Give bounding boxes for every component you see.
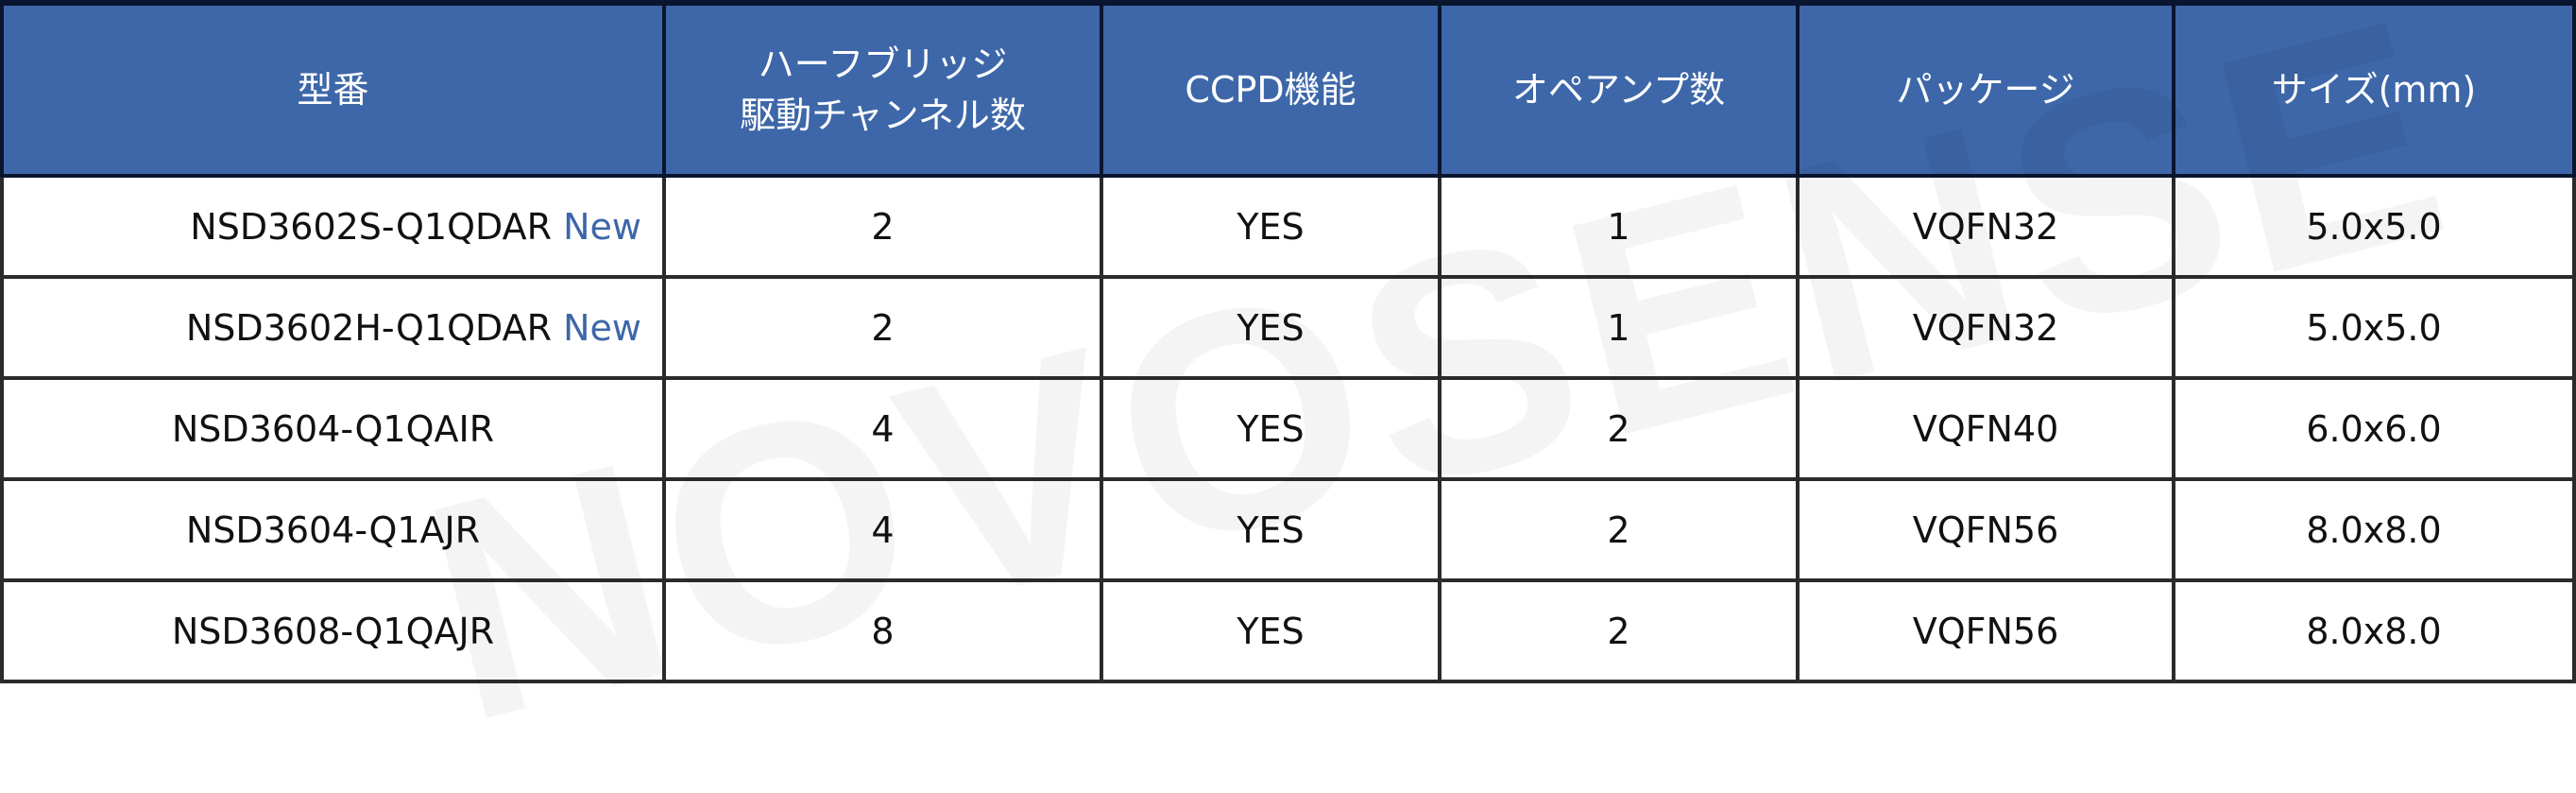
product-table: 型番 ハーフブリッジ 駆動チャンネル数 CCPD機能 オペアンプ数 パッケージ サ…: [0, 1, 2576, 683]
header-size: サイズ(mm): [2172, 1, 2576, 178]
header-package: パッケージ: [1796, 1, 2175, 178]
model-name: NSD3604-Q1QAIR: [171, 407, 495, 450]
cell-model: NSD3604-Q1QAIR: [0, 376, 666, 481]
cell-package: VQFN32: [1796, 174, 2175, 279]
table-row: NSD3602H-Q1QDAR New 2 YES 1 VQFN32 5.0x5.0: [0, 275, 2576, 380]
cell-ccpd: YES: [1100, 275, 1442, 380]
cell-opamps: 2: [1438, 376, 1800, 481]
cell-model: NSD3604-Q1AJR: [0, 477, 666, 582]
cell-ccpd: YES: [1100, 174, 1442, 279]
cell-size: 5.0x5.0: [2172, 275, 2576, 380]
cell-model: NSD3602H-Q1QDAR New: [0, 275, 666, 380]
cell-channels: 2: [662, 174, 1103, 279]
header-channels: ハーフブリッジ 駆動チャンネル数: [662, 1, 1103, 178]
table-row: NSD3608-Q1QAJR 8 YES 2 VQFN56 8.0x8.0: [0, 578, 2576, 683]
cell-opamps: 1: [1438, 174, 1800, 279]
header-channels-line2: 駆動チャンネル数: [740, 95, 1026, 136]
cell-ccpd: YES: [1100, 578, 1442, 683]
model-name: NSD3608-Q1QAJR: [171, 610, 495, 652]
table-row: NSD3604-Q1QAIR 4 YES 2 VQFN40 6.0x6.0: [0, 376, 2576, 481]
cell-channels: 4: [662, 376, 1103, 481]
cell-size: 5.0x5.0: [2172, 174, 2576, 279]
cell-package: VQFN56: [1796, 477, 2175, 582]
cell-opamps: 2: [1438, 477, 1800, 582]
cell-size: 8.0x8.0: [2172, 578, 2576, 683]
model-name: NSD3602H-Q1QDAR: [185, 306, 553, 349]
cell-model: NSD3602S-Q1QDAR New: [0, 174, 666, 279]
cell-package: VQFN56: [1796, 578, 2175, 683]
new-badge: New: [563, 306, 641, 349]
new-badge: New: [563, 205, 641, 248]
cell-package: VQFN40: [1796, 376, 2175, 481]
header-opamps: オペアンプ数: [1438, 1, 1800, 178]
cell-size: 6.0x6.0: [2172, 376, 2576, 481]
cell-package: VQFN32: [1796, 275, 2175, 380]
cell-opamps: 2: [1438, 578, 1800, 683]
header-row: 型番 ハーフブリッジ 駆動チャンネル数 CCPD機能 オペアンプ数 パッケージ サ…: [0, 1, 2576, 178]
cell-ccpd: YES: [1100, 376, 1442, 481]
cell-channels: 2: [662, 275, 1103, 380]
header-model: 型番: [0, 1, 666, 178]
header-ccpd: CCPD機能: [1100, 1, 1442, 178]
model-name: NSD3602S-Q1QDAR: [190, 205, 553, 248]
cell-channels: 4: [662, 477, 1103, 582]
cell-channels: 8: [662, 578, 1103, 683]
cell-size: 8.0x8.0: [2172, 477, 2576, 582]
cell-opamps: 1: [1438, 275, 1800, 380]
table-row: NSD3602S-Q1QDAR New 2 YES 1 VQFN32 5.0x5.0: [0, 174, 2576, 279]
model-name: NSD3604-Q1AJR: [185, 509, 481, 551]
header-channels-line1: ハーフブリッジ: [758, 43, 1008, 85]
cell-model: NSD3608-Q1QAJR: [0, 578, 666, 683]
table-row: NSD3604-Q1AJR 4 YES 2 VQFN56 8.0x8.0: [0, 477, 2576, 582]
cell-ccpd: YES: [1100, 477, 1442, 582]
